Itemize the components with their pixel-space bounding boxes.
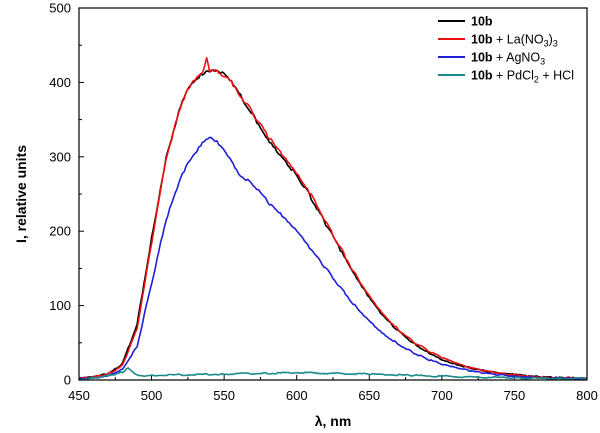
legend-entry: 10b [471,15,493,29]
legend-entry: 10b + La(NO3)3 [471,33,558,49]
x-tick-label: 450 [68,388,90,403]
series-line-1 [78,56,588,380]
series-line-2 [78,136,588,380]
x-tick-label: 550 [213,388,235,403]
x-tick-label: 600 [286,388,308,403]
x-axis-label: λ, nm [315,413,352,429]
plot-frame [78,7,588,381]
x-tick-label: 800 [576,388,598,403]
x-tick-label: 700 [431,388,453,403]
y-axis-label: I, relative units [13,145,29,243]
y-tick-label: 400 [49,75,71,90]
y-tick-label: 300 [49,149,71,164]
x-tick-label: 750 [504,388,526,403]
legend-entry: 10b + AgNO3 [471,51,545,67]
tick-labels: 450 500 550 600 650 700 750 800 0 100 200 300 400 500 [49,1,598,404]
x-tick-label: 650 [358,388,380,403]
x-tick-label: 500 [141,388,163,403]
series-lines [78,56,588,381]
series-line-3 [78,367,588,381]
y-tick-label: 0 [64,373,71,388]
legend-entry: 10b + PdCl2 + HCl [471,69,574,85]
y-tick-label: 500 [49,1,71,16]
y-tick-label: 100 [49,298,71,313]
y-tick-label: 200 [49,224,71,239]
legend: 10b 10b + La(NO3)3 10b + AgNO3 10b + PdCl2 … [438,15,574,85]
